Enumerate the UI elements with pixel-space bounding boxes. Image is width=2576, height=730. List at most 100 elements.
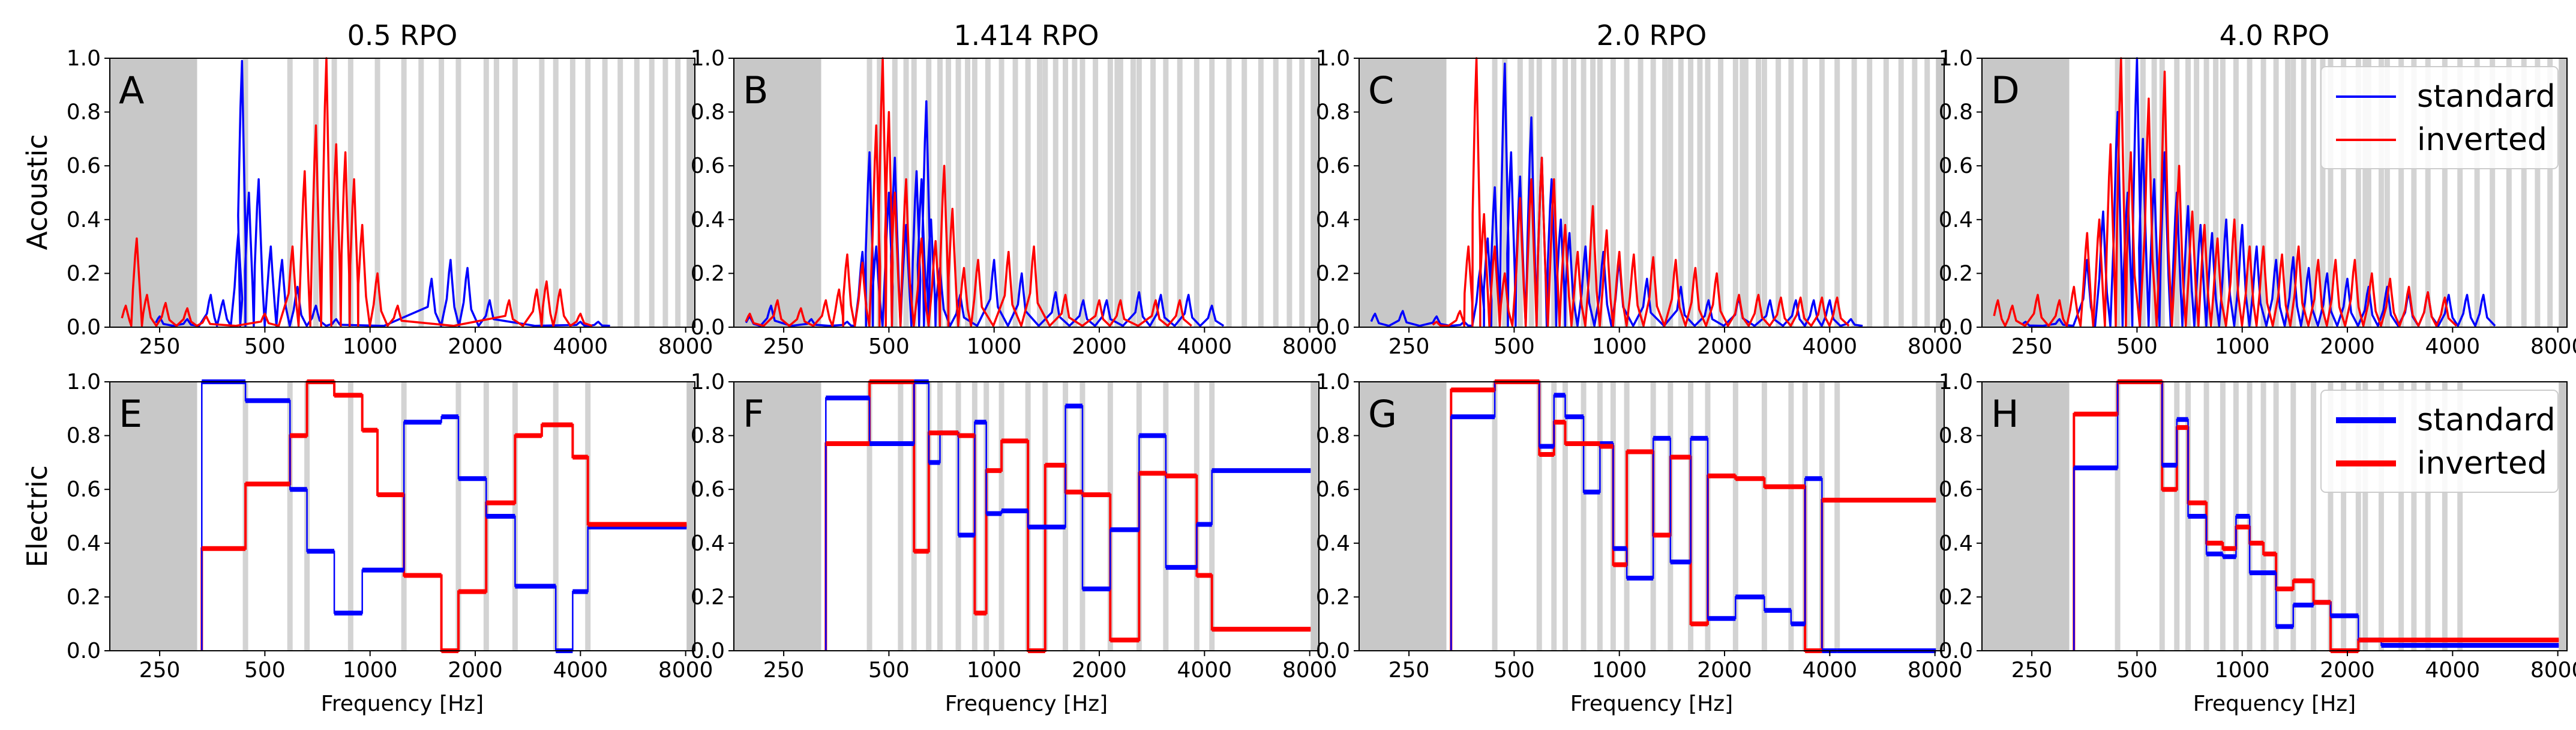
shaded-region [2559,58,2567,327]
x-tick-label: 250 [2011,658,2053,683]
y-tick-label: 1.0 [1316,46,1350,71]
panel-letter: B [743,68,769,112]
x-tick-label: 500 [868,334,910,359]
axes-frame [1359,58,1945,328]
x-tick-label: 2000 [1072,334,1127,359]
x-tick-label: 1000 [343,334,398,359]
y-tick-label: 0.4 [691,531,725,556]
series-standard [201,381,687,652]
y-tick-label: 0.8 [67,100,101,125]
y-tick-label: 0.6 [1316,154,1350,178]
x-tick-label: 500 [244,658,286,683]
y-tick-label: 1.0 [1939,370,1973,394]
x-tick-label: 4000 [2425,334,2481,359]
shaded-region [1359,58,1447,327]
x-tick-label: 8000 [1908,658,1963,683]
axes-frame [1981,381,2568,651]
x-tick-label: 1000 [2215,334,2270,359]
y-tick-label: 0.8 [691,424,725,448]
legend-box [2320,390,2559,493]
panel-letter: E [119,392,142,436]
legend-label-standard: standard [2417,402,2556,438]
x-tick-label: 1000 [967,658,1022,683]
y-tick-label: 0.6 [691,154,725,178]
panel-g: 0.0 0.2 0.4 0.6 0.8 1.0 250 500 1000 2000 4000 8000… [1316,370,1963,716]
x-tick-label: 1000 [1592,658,1647,683]
x-tick-label: 250 [763,658,805,683]
row-label-acoustic: Acoustic [21,134,53,250]
y-tick-label: 0.8 [691,100,725,125]
series-inverted [200,381,687,652]
x-tick-label: 4000 [553,658,608,683]
panel-c: 0.0 0.2 0.4 0.6 0.8 1.0 250 500 1000 2000 4000 8000… [1316,19,1963,359]
shaded-region [734,382,821,651]
legend-label-inverted: inverted [2417,122,2547,158]
y-tick-label: 0.0 [1939,315,1973,340]
series-inverted [745,57,1192,327]
y-tick-label: 0.6 [67,154,101,178]
y-tick-label: 0.6 [1939,154,1973,178]
y-tick-label: 1.0 [1939,46,1973,71]
row-label-electric: Electric [21,465,53,567]
y-tick-label: 0.8 [67,424,101,448]
x-tick-label: 8000 [1282,658,1338,683]
shaded-region [1311,58,1319,327]
y-tick-label: 0.8 [1316,424,1350,448]
x-tick-label: 250 [2011,334,2053,359]
x-tick-label: 2000 [448,334,503,359]
series-inverted [121,57,593,327]
x-tick-label: 8000 [2530,658,2576,683]
y-tick-label: 0.2 [1939,261,1973,286]
x-tick-label: 4000 [1177,334,1232,359]
panel-letter: H [1991,392,2019,436]
panel-title: 2.0 RPO [1597,19,1707,52]
x-tick-label: 8000 [2530,334,2576,359]
series-standard [155,59,610,327]
x-axis-label: Frequency [Hz] [321,692,484,716]
legend-label-standard: standard [2417,79,2556,115]
x-tick-label: 8000 [1282,334,1338,359]
series-inverted [1432,57,1850,327]
y-tick-label: 1.0 [67,46,101,71]
y-tick-label: 0.4 [691,208,725,232]
y-tick-label: 1.0 [691,46,725,71]
legend-box [2320,66,2559,169]
x-tick-label: 8000 [658,334,713,359]
panel-letter: G [1368,392,1397,436]
x-tick-label: 1000 [1592,334,1647,359]
axes-frame [109,381,695,651]
x-tick-label: 8000 [1908,334,1963,359]
x-tick-label: 4000 [1177,658,1232,683]
y-tick-label: 0.0 [691,639,725,663]
x-tick-label: 250 [139,658,181,683]
panel-b: 0.0 0.2 0.4 0.6 0.8 1.0 250 500 1000 2000 4000 8000… [691,19,1338,359]
y-tick-label: 0.2 [691,585,725,609]
axes-frame [733,381,1320,651]
shaded-region [110,382,197,651]
y-tick-label: 0.4 [1316,531,1350,556]
panel-h: 0.0 0.2 0.4 0.6 0.8 1.0 250 500 1000 2000 4000 8000… [1939,370,2576,716]
x-tick-label: 2000 [2320,658,2375,683]
panel-e: 0.0 0.2 0.4 0.6 0.8 1.0 250 500 1000 2000 4000 8000… [67,370,713,716]
x-tick-label: 2000 [2320,334,2375,359]
x-tick-label: 500 [244,334,286,359]
series-standard [1370,62,1863,327]
x-tick-label: 250 [1389,334,1430,359]
shaded-region [686,382,695,651]
legend: standard inverted [2320,66,2559,169]
x-tick-label: 500 [1494,334,1535,359]
y-tick-label: 0.2 [67,585,101,609]
series-inverted [1450,381,1936,652]
shaded-region [1982,382,2070,651]
y-tick-label: 0.0 [67,639,101,663]
shaded-region [734,58,821,327]
x-tick-label: 4000 [553,334,608,359]
x-tick-label: 500 [2116,658,2158,683]
panel-letter: F [743,392,764,436]
x-tick-label: 2000 [1072,658,1127,683]
y-tick-label: 1.0 [67,370,101,394]
shaded-region [1359,382,1447,651]
shaded-region [1311,382,1319,651]
shaded-region [1936,58,1944,327]
y-tick-label: 0.0 [1316,639,1350,663]
